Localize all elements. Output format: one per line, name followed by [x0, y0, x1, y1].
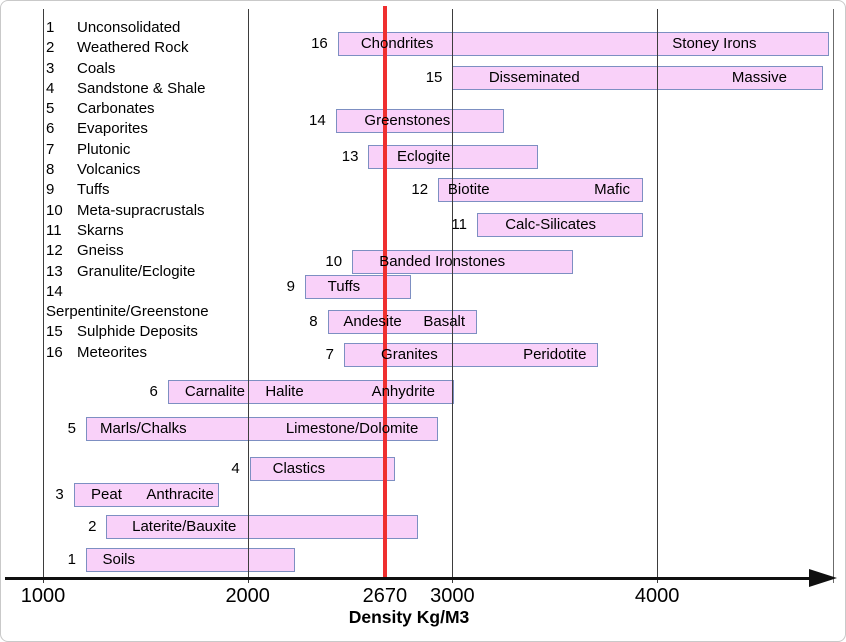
legend-item-label: Carbonates: [77, 100, 155, 118]
range-bar-5: [85, 417, 439, 441]
range-bar-1: [85, 548, 295, 572]
legend-item-number: 16: [46, 343, 63, 361]
legend-item-15: 15 Sulphide Deposits: [46, 322, 261, 342]
range-bar-12: [438, 178, 643, 202]
bar-number-11: 11: [451, 216, 467, 233]
range-bar-13: [368, 145, 539, 169]
bar-number-3: 3: [55, 486, 64, 503]
legend-item-label: Meteorites: [77, 343, 148, 361]
reference-line-2670: [382, 6, 387, 577]
legend-item-14: 14: [46, 282, 261, 302]
legend-item-number: 12: [46, 242, 63, 260]
legend-item-label: Tuffs: [77, 181, 110, 199]
legend-item-number: 8: [46, 161, 55, 179]
legend-item-number: 11: [46, 221, 62, 239]
legend-item-number: 10: [46, 201, 63, 219]
legend-item-11: 11 Skarns: [46, 221, 261, 241]
range-bar-3: [73, 483, 220, 507]
bar-number-8: 8: [309, 313, 318, 330]
legend-item-label: Gneiss: [77, 242, 124, 260]
bar-number-7: 7: [325, 346, 334, 363]
legend-item-number: 1: [46, 19, 55, 36]
bar-number-9: 9: [286, 278, 296, 295]
legend-item-number: 7: [46, 140, 55, 158]
range-bar-6: [167, 380, 455, 404]
bar-number-13: 13: [341, 148, 359, 165]
x-axis-line: [5, 577, 811, 580]
legend-item-1: 1 Unconsolidated: [46, 18, 261, 38]
gridline-3000: [452, 9, 454, 583]
legend-item-label: Meta-supracrustals: [77, 201, 205, 219]
legend-item-number: 5: [46, 100, 55, 118]
bar-number-1: 1: [67, 551, 76, 568]
legend: 1 Unconsolidated 2 Weathered Rock 3 Coals 4 San…: [46, 18, 261, 363]
legend-item-label: Serpentinite/Greenstone: [46, 303, 209, 321]
legend-item-label: Volcanics: [77, 161, 141, 179]
x-tick-2000: 2000: [225, 585, 270, 607]
legend-item-number: 14: [46, 282, 63, 300]
gridline-4000: [657, 9, 659, 583]
range-bar-10: [352, 250, 574, 274]
bar-number-15: 15: [425, 69, 443, 86]
legend-item-label: Coals: [77, 59, 116, 77]
bar-number-6: 6: [149, 383, 158, 400]
legend-item-4: 4 Sandstone & Shale: [46, 79, 261, 99]
gridline-1000: [43, 9, 44, 583]
legend-item-number: 4: [46, 79, 55, 97]
legend-item-13: 13 Granulite/Eclogite: [46, 262, 261, 282]
legend-item-9: 9 Tuffs: [46, 180, 261, 200]
range-bar-14: [335, 109, 504, 133]
legend-item-5: 5 Carbonates: [46, 99, 261, 119]
legend-item-label: Granulite/Eclogite: [77, 262, 196, 280]
gridline-2000: [247, 9, 249, 583]
legend-item-label: Evaporites: [77, 120, 148, 138]
plot-right-border: [833, 9, 834, 583]
range-bar-9: [305, 275, 412, 299]
legend-item-10: 10 Meta-supracrustals: [46, 201, 261, 221]
bar-number-14: 14: [309, 112, 326, 129]
x-tick-4000: 4000: [634, 585, 680, 607]
legend-item-number: 3: [46, 59, 55, 77]
legend-item-7: 7 Plutonic: [46, 140, 261, 160]
range-bar-16: [337, 32, 830, 56]
x-tick-2670: 2670: [362, 585, 408, 607]
legend-item-label: Skarns: [77, 221, 124, 239]
legend-item-2: 2 Weathered Rock: [46, 38, 261, 58]
range-bar-8: [327, 310, 477, 334]
legend-item-12: 12 Gneiss: [46, 241, 261, 261]
x-tick-1000: 1000: [20, 585, 66, 607]
legend-item-number: 6: [46, 120, 55, 138]
bar-number-10: 10: [325, 253, 343, 270]
legend-item-label: Sulphide Deposits: [77, 323, 198, 341]
range-bar-11: [476, 213, 643, 237]
legend-item-6: 6 Evaporites: [46, 119, 261, 139]
legend-item-number: 9: [46, 181, 55, 199]
bar-number-12: 12: [411, 181, 429, 198]
bar-number-16: 16: [311, 35, 328, 52]
legend-item-16: 16 Meteorites: [46, 343, 261, 363]
x-axis-title: Density Kg/M3: [348, 607, 470, 627]
bar-number-2: 2: [88, 518, 97, 535]
range-bar-15: [452, 66, 823, 90]
legend-item-label: Sandstone & Shale: [77, 79, 206, 97]
legend-item-number: 13: [46, 262, 63, 280]
range-bar-4: [249, 457, 396, 481]
legend-item-label: Unconsolidated: [77, 19, 181, 36]
legend-item-label: Plutonic: [77, 140, 131, 158]
legend-item-3: 3 Coals: [46, 59, 261, 79]
legend-item-label: Weathered Rock: [77, 39, 189, 57]
legend-item-number: 15: [46, 323, 63, 341]
range-bar-2: [106, 515, 418, 539]
bar-number-5: 5: [67, 420, 76, 437]
x-tick-3000: 3000: [430, 585, 475, 607]
x-axis-arrow-icon: [809, 569, 837, 587]
legend-item-serpentinite-greenstone: Serpentinite/Greenstone: [46, 302, 261, 322]
bar-number-4: 4: [231, 460, 240, 477]
legend-item-8: 8 Volcanics: [46, 160, 261, 180]
legend-item-number: 2: [46, 39, 55, 57]
